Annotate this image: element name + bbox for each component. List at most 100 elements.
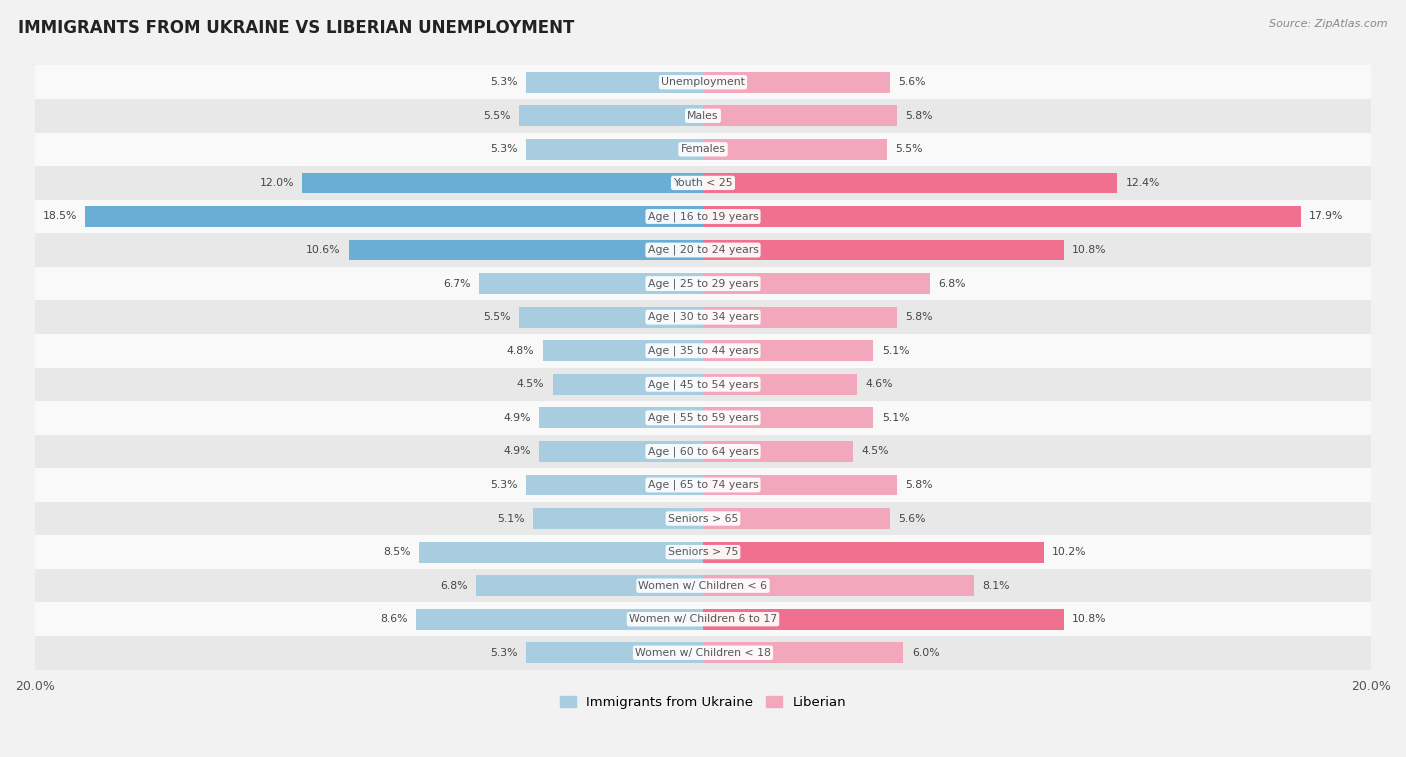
Legend: Immigrants from Ukraine, Liberian: Immigrants from Ukraine, Liberian — [554, 690, 852, 714]
Bar — [35, 636, 1371, 669]
Text: Age | 45 to 54 years: Age | 45 to 54 years — [648, 379, 758, 390]
Bar — [35, 569, 1371, 603]
Bar — [35, 99, 1371, 132]
Text: 4.8%: 4.8% — [506, 346, 534, 356]
Bar — [703, 139, 887, 160]
Text: 12.0%: 12.0% — [259, 178, 294, 188]
Text: Age | 25 to 29 years: Age | 25 to 29 years — [648, 279, 758, 289]
Text: 4.5%: 4.5% — [517, 379, 544, 389]
Bar — [533, 508, 703, 529]
Bar — [519, 105, 703, 126]
Bar — [35, 603, 1371, 636]
Bar — [35, 535, 1371, 569]
Bar — [703, 341, 873, 361]
Text: Age | 65 to 74 years: Age | 65 to 74 years — [648, 480, 758, 491]
Text: 18.5%: 18.5% — [42, 211, 77, 222]
Text: Women w/ Children < 18: Women w/ Children < 18 — [636, 648, 770, 658]
Text: 5.1%: 5.1% — [882, 346, 910, 356]
Text: Age | 55 to 59 years: Age | 55 to 59 years — [648, 413, 758, 423]
Text: 10.6%: 10.6% — [307, 245, 340, 255]
Text: 5.8%: 5.8% — [905, 312, 932, 322]
Text: 5.1%: 5.1% — [496, 513, 524, 524]
Text: 5.3%: 5.3% — [491, 480, 517, 490]
Bar — [35, 166, 1371, 200]
Text: Age | 16 to 19 years: Age | 16 to 19 years — [648, 211, 758, 222]
Bar — [703, 508, 890, 529]
Bar — [35, 334, 1371, 367]
Text: Seniors > 75: Seniors > 75 — [668, 547, 738, 557]
Bar — [35, 65, 1371, 99]
Bar — [540, 407, 703, 428]
Bar — [419, 542, 703, 562]
Bar — [35, 502, 1371, 535]
Text: 5.3%: 5.3% — [491, 145, 517, 154]
Text: Seniors > 65: Seniors > 65 — [668, 513, 738, 524]
Text: 17.9%: 17.9% — [1309, 211, 1344, 222]
Text: Females: Females — [681, 145, 725, 154]
Bar — [703, 441, 853, 462]
Bar — [35, 468, 1371, 502]
Text: 5.3%: 5.3% — [491, 648, 517, 658]
Bar — [543, 341, 703, 361]
Bar — [35, 401, 1371, 435]
Bar — [703, 173, 1118, 193]
Bar — [416, 609, 703, 630]
Text: 10.8%: 10.8% — [1073, 245, 1107, 255]
Bar — [703, 240, 1064, 260]
Bar — [703, 643, 904, 663]
Bar — [35, 301, 1371, 334]
Text: 5.6%: 5.6% — [898, 77, 927, 87]
Bar — [703, 374, 856, 394]
Text: 5.8%: 5.8% — [905, 111, 932, 121]
Bar — [302, 173, 703, 193]
Bar — [703, 307, 897, 328]
Text: 10.8%: 10.8% — [1073, 614, 1107, 625]
Bar — [349, 240, 703, 260]
Text: Age | 30 to 34 years: Age | 30 to 34 years — [648, 312, 758, 322]
Bar — [703, 575, 973, 596]
Bar — [526, 72, 703, 92]
Text: Males: Males — [688, 111, 718, 121]
Text: Youth < 25: Youth < 25 — [673, 178, 733, 188]
Bar — [703, 206, 1301, 227]
Text: Age | 35 to 44 years: Age | 35 to 44 years — [648, 345, 758, 356]
Bar — [703, 105, 897, 126]
Bar — [553, 374, 703, 394]
Bar — [35, 435, 1371, 468]
Text: 4.9%: 4.9% — [503, 447, 531, 456]
Bar — [35, 233, 1371, 266]
Text: Unemployment: Unemployment — [661, 77, 745, 87]
Text: 10.2%: 10.2% — [1052, 547, 1087, 557]
Text: 6.0%: 6.0% — [911, 648, 939, 658]
Text: 6.7%: 6.7% — [443, 279, 471, 288]
Text: Women w/ Children < 6: Women w/ Children < 6 — [638, 581, 768, 590]
Bar — [35, 266, 1371, 301]
Text: 5.6%: 5.6% — [898, 513, 927, 524]
Bar — [703, 407, 873, 428]
Bar — [526, 475, 703, 495]
Bar — [526, 643, 703, 663]
Text: 12.4%: 12.4% — [1126, 178, 1160, 188]
Text: Age | 60 to 64 years: Age | 60 to 64 years — [648, 446, 758, 456]
Text: 8.1%: 8.1% — [981, 581, 1010, 590]
Text: Source: ZipAtlas.com: Source: ZipAtlas.com — [1270, 19, 1388, 29]
Text: 4.5%: 4.5% — [862, 447, 889, 456]
Text: 8.6%: 8.6% — [380, 614, 408, 625]
Text: 5.5%: 5.5% — [484, 312, 510, 322]
Text: 4.9%: 4.9% — [503, 413, 531, 423]
Bar — [35, 132, 1371, 166]
Text: Age | 20 to 24 years: Age | 20 to 24 years — [648, 245, 758, 255]
Text: 5.8%: 5.8% — [905, 480, 932, 490]
Bar — [703, 542, 1043, 562]
Bar — [84, 206, 703, 227]
Text: 6.8%: 6.8% — [938, 279, 966, 288]
Text: 5.3%: 5.3% — [491, 77, 517, 87]
Bar — [35, 200, 1371, 233]
Text: 6.8%: 6.8% — [440, 581, 468, 590]
Bar — [703, 475, 897, 495]
Bar — [540, 441, 703, 462]
Text: 5.5%: 5.5% — [896, 145, 922, 154]
Text: 4.6%: 4.6% — [865, 379, 893, 389]
Text: 5.5%: 5.5% — [484, 111, 510, 121]
Bar — [703, 273, 931, 294]
